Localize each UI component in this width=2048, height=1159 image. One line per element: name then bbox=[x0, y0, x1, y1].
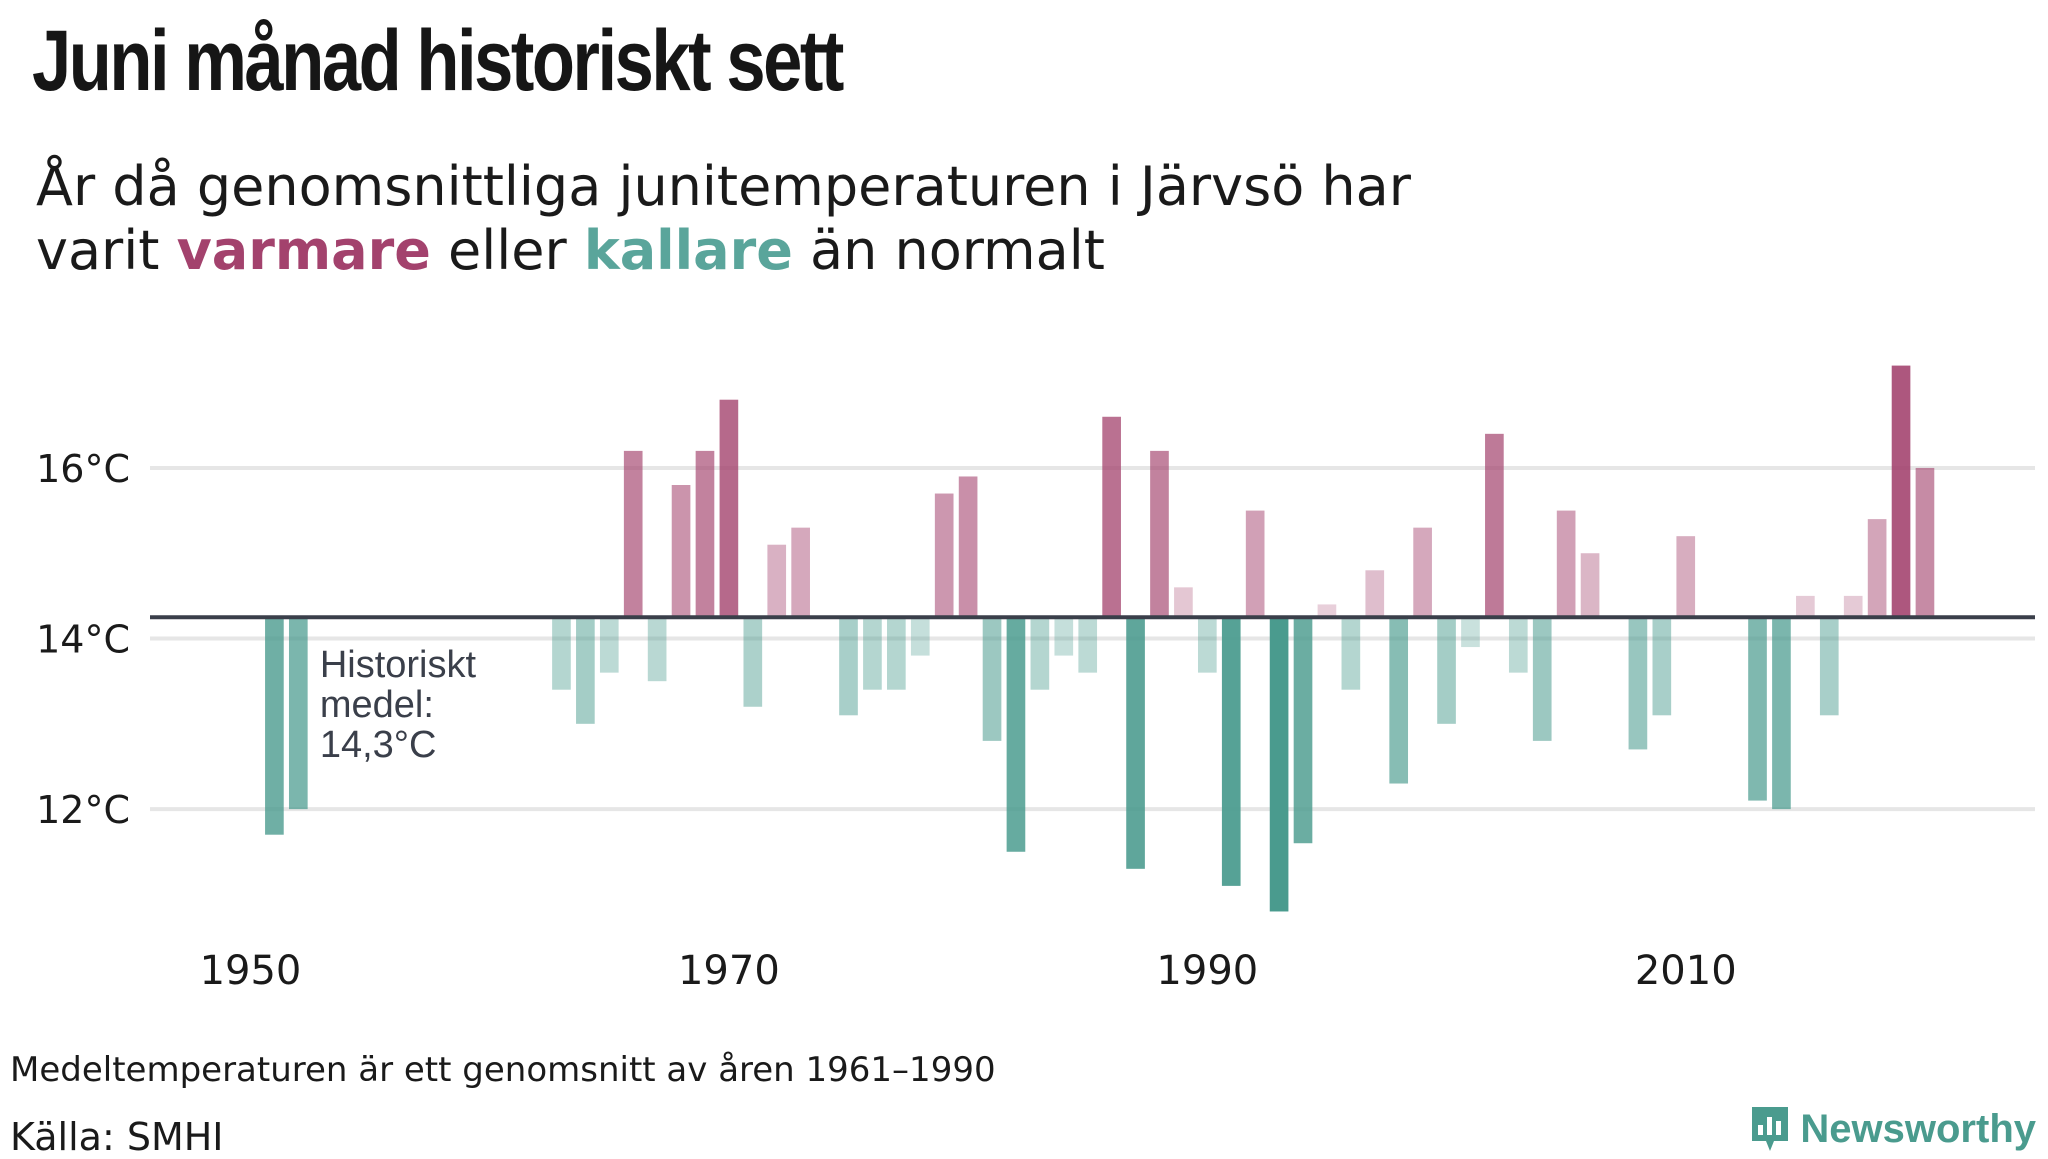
grid-layer bbox=[150, 465, 2035, 812]
bar-2000 bbox=[1437, 617, 1456, 724]
bar-1975 bbox=[839, 617, 858, 716]
bar-1995 bbox=[1317, 604, 1337, 618]
source-credit: Källa: SMHI bbox=[10, 1115, 224, 1159]
bar-1983 bbox=[1030, 617, 1050, 690]
x-tick-label: 1970 bbox=[678, 948, 780, 994]
chart-title: Juni månad historiskt sett bbox=[32, 13, 844, 109]
bar-2006 bbox=[1580, 553, 1600, 618]
bar-1976 bbox=[863, 617, 882, 690]
bar-1989 bbox=[1174, 587, 1193, 618]
bar-2020 bbox=[1915, 467, 1935, 618]
bar-1993 bbox=[1269, 617, 1289, 912]
bar-2001 bbox=[1461, 617, 1480, 648]
temperature-bar-chart: 12°C 14°C 16°C 1950 1970 1990 2010 Historiskt me… bbox=[36, 365, 2035, 994]
bar-2004 bbox=[1532, 617, 1552, 741]
bar-1977 bbox=[887, 617, 906, 690]
bar-1978 bbox=[910, 617, 930, 656]
bar-2017 bbox=[1843, 595, 1863, 618]
bar-2015 bbox=[1796, 595, 1815, 618]
bar-2009 bbox=[1652, 617, 1672, 716]
bar-1981 bbox=[982, 617, 1002, 741]
bar-2019 bbox=[1891, 365, 1911, 618]
bar-1966 bbox=[623, 450, 643, 618]
baseline-label: Historiskt medel: 14,3°C bbox=[320, 644, 477, 766]
chart-subtitle: År då genomsnittliga junitemperaturen i … bbox=[36, 155, 1411, 283]
subtitle-middle: eller bbox=[430, 219, 584, 282]
bar-1990 bbox=[1197, 617, 1217, 673]
bar-1968 bbox=[671, 485, 691, 618]
bar-2008 bbox=[1628, 617, 1648, 750]
bar-1970 bbox=[719, 399, 739, 618]
bar-1985 bbox=[1078, 617, 1098, 673]
bar-2018 bbox=[1867, 519, 1887, 618]
y-tick-label: 12°C bbox=[36, 788, 130, 832]
bar-1951 bbox=[265, 617, 284, 835]
bar-1982 bbox=[1006, 617, 1026, 852]
subtitle-suffix: än normalt bbox=[792, 219, 1105, 282]
bar-1965 bbox=[599, 617, 619, 673]
newsworthy-logo-icon bbox=[1752, 1107, 1789, 1151]
bar-1996 bbox=[1341, 617, 1361, 690]
newsworthy-logo-text: Newsworthy bbox=[1800, 1106, 2036, 1151]
bar-1971 bbox=[743, 617, 763, 707]
bar-1972 bbox=[767, 544, 787, 618]
bar-1994 bbox=[1293, 617, 1313, 844]
bar-1988 bbox=[1150, 450, 1169, 618]
baseline-label-line: medel: bbox=[320, 684, 434, 726]
bar-1967 bbox=[647, 617, 667, 682]
bar-layer bbox=[265, 365, 1935, 912]
bar-1964 bbox=[576, 617, 595, 724]
bar-1969 bbox=[695, 450, 715, 618]
subtitle-prefix: varit bbox=[36, 219, 177, 282]
bar-2010 bbox=[1676, 536, 1696, 618]
label-layer: 12°C 14°C 16°C 1950 1970 1990 2010 Historiskt me… bbox=[36, 447, 1737, 994]
footnote: Medeltemperaturen är ett genomsnitt av å… bbox=[10, 1050, 996, 1090]
bar-1991 bbox=[1221, 617, 1241, 886]
bar-2005 bbox=[1556, 510, 1576, 618]
subtitle-line-1: År då genomsnittliga junitemperaturen i … bbox=[36, 155, 1411, 218]
baseline-label-line: Historiskt bbox=[320, 644, 477, 686]
y-tick-label: 16°C bbox=[36, 447, 130, 491]
subtitle-cold-word: kallare bbox=[583, 219, 793, 282]
x-tick-label: 1990 bbox=[1156, 948, 1258, 994]
bar-1992 bbox=[1245, 510, 1265, 618]
bar-2003 bbox=[1508, 617, 1528, 673]
x-tick-label: 2010 bbox=[1635, 948, 1737, 994]
subtitle-warm-word: varmare bbox=[176, 219, 431, 282]
bar-1952 bbox=[288, 617, 308, 810]
bar-1963 bbox=[552, 617, 571, 690]
bar-1986 bbox=[1102, 416, 1121, 618]
bar-1987 bbox=[1126, 617, 1145, 869]
newsworthy-logo[interactable]: Newsworthy bbox=[1748, 1103, 2036, 1155]
bar-1999 bbox=[1413, 527, 1432, 618]
bar-1973 bbox=[791, 527, 810, 618]
bar-1980 bbox=[958, 476, 978, 618]
bar-2013 bbox=[1748, 617, 1767, 801]
bar-1979 bbox=[934, 493, 954, 618]
y-tick-label: 14°C bbox=[36, 618, 130, 662]
bar-2014 bbox=[1772, 617, 1791, 810]
bar-1997 bbox=[1365, 570, 1385, 618]
subtitle-line-2: varit varmare eller kallare än normalt bbox=[36, 219, 1411, 283]
baseline-label-line: 14,3°C bbox=[320, 724, 437, 766]
bar-2002 bbox=[1485, 433, 1504, 618]
bar-1984 bbox=[1054, 617, 1074, 656]
bar-2016 bbox=[1819, 617, 1839, 716]
x-tick-label: 1950 bbox=[200, 948, 302, 994]
bar-1998 bbox=[1389, 617, 1409, 784]
